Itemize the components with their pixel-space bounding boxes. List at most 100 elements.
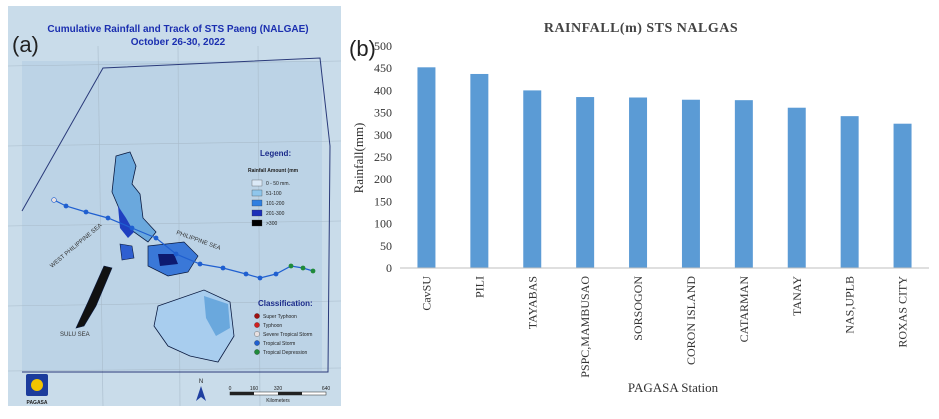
track-point [51, 197, 57, 203]
bar [787, 107, 806, 268]
y-tick-label: 50 [380, 239, 392, 253]
classification-items: Super Typhoon Typhoon Severe Tropical Stor… [254, 313, 312, 356]
sea-label-sulu: SULU SEA [60, 332, 90, 338]
north-arrow-icon [196, 386, 206, 401]
y-axis-label: Rainfall(mm) [351, 123, 366, 194]
legend-swatches: 0 - 50 mm. 51-100 101-200 201-300 >300 [251, 179, 290, 227]
scale-unit: Kilometers [266, 398, 290, 404]
x-tick-label: SORSOGON [631, 276, 645, 341]
pagasa-logo: PAGASA [26, 374, 48, 406]
classification-item-label: Tropical Storm [263, 341, 295, 347]
track-point [300, 265, 306, 271]
bar [417, 67, 436, 268]
rainfall-track-map: WEST PHILIPPINE SEA PHILIPPINE SEA SULU … [7, 6, 342, 407]
legend-swatch [251, 219, 263, 227]
classification-marker-icon [254, 322, 260, 328]
chart-svg: RAINFALL(m) STS NALGAS Rainfall(mm) PAGA… [351, 21, 929, 395]
legend-item-label: 101-200 [266, 201, 285, 207]
bars [417, 67, 912, 269]
track-point [243, 271, 249, 277]
bar [893, 123, 912, 268]
classification-marker-icon [254, 331, 260, 337]
x-tick-label: NAS,UPLB [843, 276, 857, 334]
y-tick-label: 0 [386, 261, 392, 275]
panel-b-label: (b) [349, 36, 376, 61]
legend-title: Legend: [260, 149, 291, 158]
x-tick-label: CORON ISLAND [684, 276, 698, 365]
x-tick-label: CavSU [419, 276, 433, 311]
scale-bar: 0 160 320 640 Kilometers [229, 386, 331, 404]
classification-item-label: Tropical Depression [263, 350, 307, 356]
bar [576, 97, 595, 268]
legend-item-label: >300 [266, 221, 277, 227]
classification-legend: Classification: Super Typhoon Typhoon Seve… [254, 299, 313, 356]
x-tick-label: TAYABAS [525, 276, 539, 329]
legend-swatch [251, 189, 263, 197]
island-luzon [111, 151, 157, 243]
y-tick-label: 500 [374, 39, 392, 53]
bar [681, 99, 700, 268]
x-tick-label: PILI [472, 276, 486, 298]
track-point [105, 215, 111, 221]
bar [734, 100, 753, 268]
scale-bar-seg1 [230, 392, 254, 395]
legend-swatch [251, 199, 263, 207]
rainfall-bar-chart: (b) RAINFALL(m) STS NALGAS Rainfall(mm) … [345, 0, 939, 414]
track-point [153, 235, 159, 241]
bar [840, 116, 859, 268]
island-palawan [75, 265, 113, 329]
scale-tick: 0 [229, 386, 232, 392]
track-point [273, 271, 279, 277]
x-tick-label: ROXAS CITY [896, 276, 910, 348]
track-point [83, 209, 89, 215]
x-axis-label: PAGASA Station [628, 380, 719, 395]
y-axis-ticks: 0 50 100 150 200 250 300 350 400 450 500 [374, 39, 392, 275]
par-boundary [21, 57, 331, 373]
y-tick-label: 300 [374, 128, 392, 142]
legend-swatch [251, 179, 263, 187]
bar [470, 73, 489, 268]
y-tick-label: 450 [374, 61, 392, 75]
scale-tick: 640 [322, 386, 331, 392]
scale-bar-seg2 [278, 392, 302, 395]
legend-subtitle: Rainfall Amount (mm [248, 168, 299, 174]
chart-title: RAINFALL(m) STS NALGAS [544, 21, 738, 36]
legend-item-label: 51-100 [266, 191, 282, 197]
classification-marker-icon [254, 313, 260, 319]
track-point [288, 263, 294, 269]
bar [523, 90, 542, 269]
legend-swatch [251, 209, 263, 217]
classification-item-label: Severe Tropical Storm [263, 332, 312, 338]
track-point [220, 265, 226, 271]
y-tick-label: 350 [374, 106, 392, 120]
mindanao-moderate-rain [204, 296, 230, 336]
classification-title: Classification: [258, 299, 313, 308]
x-tick-label: TANAY [790, 276, 804, 316]
north-arrow: N [196, 379, 206, 401]
logo-text: PAGASA [26, 400, 47, 406]
rainfall-legend: Legend: Rainfall Amount (mm 0 - 50 mm. 51… [248, 149, 299, 227]
y-tick-label: 250 [374, 150, 392, 164]
classification-marker-icon [254, 340, 260, 346]
x-axis-ticks: CavSU PILI TAYABAS PSPC,MAMBUSAO SORSOGON COR… [419, 276, 909, 378]
track-point [197, 261, 203, 267]
logo-sun [31, 379, 43, 391]
north-label: N [199, 379, 203, 385]
classification-item-label: Typhoon [263, 323, 282, 329]
y-tick-label: 200 [374, 172, 392, 186]
y-tick-label: 100 [374, 217, 392, 231]
legend-item-label: 201-300 [266, 211, 285, 217]
track-point [257, 275, 263, 281]
y-tick-label: 400 [374, 83, 392, 97]
y-tick-label: 150 [374, 194, 392, 208]
map-title-line1: Cumulative Rainfall and Track of STS Pae… [47, 24, 308, 35]
panel-a-label: (a) [12, 32, 39, 57]
track-point [173, 251, 179, 257]
bar [629, 97, 648, 268]
island-mindoro [119, 243, 135, 261]
x-tick-label: PSPC,MAMBUSAO [578, 276, 592, 378]
scale-tick: 320 [274, 386, 283, 392]
legend-item-label: 0 - 50 mm. [266, 181, 290, 187]
luzon-heavy-rain [118, 206, 134, 238]
visayas-heavy-rain [158, 254, 178, 266]
